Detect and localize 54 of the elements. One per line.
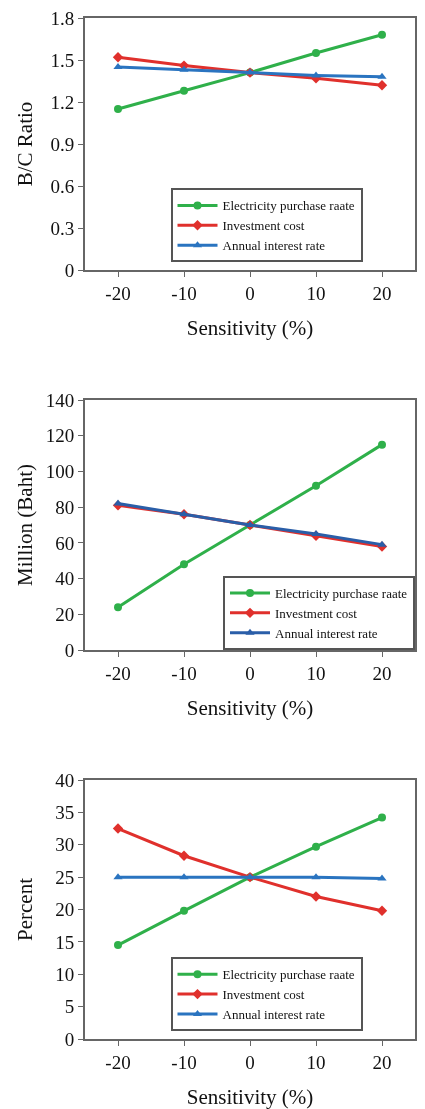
x-tick-label: -20 (105, 282, 131, 304)
x-axis-title: Sensitivity (%) (186, 316, 314, 340)
y-tick-label: 0 (64, 1028, 75, 1050)
y-tick-label: 25 (55, 866, 75, 888)
y-tick-label: 10 (55, 963, 75, 985)
y-tick-label: 120 (45, 425, 75, 447)
y-tick-label: 15 (55, 931, 75, 953)
y-tick-label: 5 (64, 996, 75, 1018)
legend-label: Investment cost (275, 605, 358, 621)
x-axis-title: Sensitivity (%) (186, 1085, 314, 1109)
legend-label: Annual interest rate (222, 238, 326, 254)
x-axis-title: Sensitivity (%) (186, 696, 314, 720)
y-tick-label: 30 (55, 834, 75, 856)
y-tick-label: 80 (55, 496, 75, 518)
legend-label: Electricity purchase raate (222, 967, 355, 983)
y-axis-title: B/C Ratio (13, 101, 37, 187)
x-tick-label: 10 (306, 1051, 326, 1073)
x-tick-label: 20 (372, 282, 392, 304)
legend-label: Investment cost (222, 218, 305, 234)
y-tick-label: 40 (55, 769, 75, 791)
x-tick-label: 20 (372, 1051, 392, 1073)
y-axis-title: Million (Baht) (13, 464, 37, 586)
legend-label: Electricity purchase raate (222, 198, 355, 214)
y-tick-label: 1.5 (50, 49, 75, 71)
x-tick-label: 0 (245, 282, 255, 304)
x-tick-label: -10 (171, 282, 197, 304)
y-axis-title: Percent (13, 877, 37, 941)
legend-label: Investment cost (222, 987, 305, 1003)
y-tick-label: 1.8 (50, 7, 75, 29)
x-tick-label: -20 (105, 662, 131, 684)
legend-label: Annual interest rate (275, 625, 378, 641)
x-tick-label: 10 (306, 282, 326, 304)
x-tick-label: -10 (171, 662, 197, 684)
y-tick-label: 1.2 (50, 91, 75, 113)
y-tick-label: 60 (55, 532, 75, 554)
legend-label: Annual interest rate (222, 1007, 326, 1023)
y-tick-label: 0.3 (50, 217, 75, 239)
y-tick-label: 0.6 (50, 175, 75, 197)
y-tick-label: 100 (45, 461, 75, 483)
y-tick-label: 20 (55, 899, 75, 921)
x-tick-label: 0 (245, 662, 255, 684)
x-tick-label: -20 (105, 1051, 131, 1073)
x-tick-label: -10 (171, 1051, 197, 1073)
y-tick-label: 35 (55, 802, 75, 824)
legend-label: Electricity purchase raate (275, 586, 408, 602)
y-tick-label: 20 (55, 603, 75, 625)
y-tick-label: 140 (45, 389, 75, 411)
x-tick-label: 20 (372, 662, 392, 684)
y-tick-label: 0 (64, 639, 75, 661)
y-tick-label: 0.9 (50, 133, 75, 155)
x-tick-label: 10 (306, 662, 326, 684)
x-tick-label: 0 (245, 1051, 255, 1073)
y-tick-label: 0 (64, 259, 75, 281)
y-tick-label: 40 (55, 568, 75, 590)
